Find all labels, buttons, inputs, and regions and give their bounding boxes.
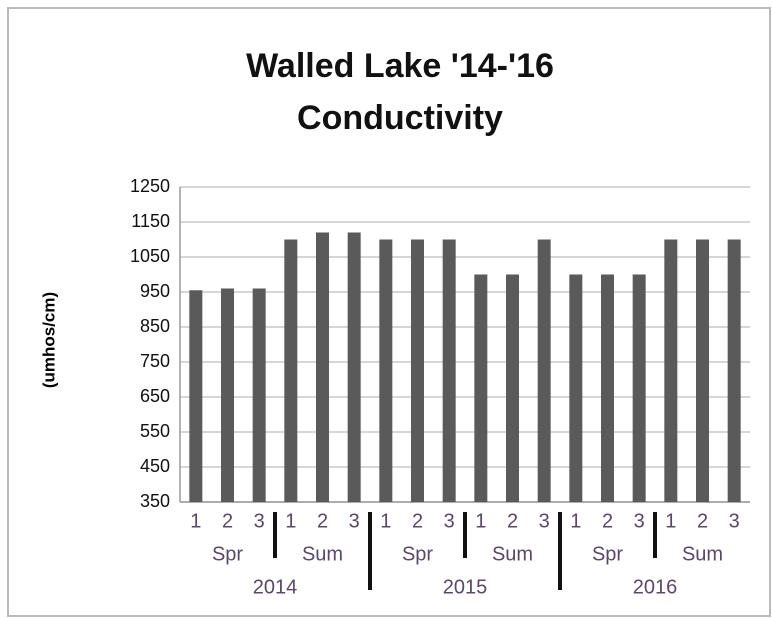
x-tick-label: 3 [349, 510, 360, 532]
x-tick-label: 1 [665, 510, 676, 532]
bar [347, 232, 361, 502]
bar [601, 274, 614, 502]
x-tick-label: 2 [412, 510, 423, 532]
bar [632, 274, 646, 502]
year-label: 2015 [443, 576, 488, 598]
x-tick-label: 3 [254, 510, 265, 532]
x-tick-label: 1 [190, 510, 201, 532]
y-tick-label: 650 [140, 386, 170, 406]
x-tick-label: 2 [697, 510, 708, 532]
x-tick-label: 3 [634, 510, 645, 532]
x-tick-label: 2 [507, 510, 518, 532]
x-tick-label: 1 [380, 510, 391, 532]
season-label: Spr [592, 543, 623, 565]
x-tick-label: 3 [539, 510, 550, 532]
bar [316, 232, 329, 502]
bar [664, 239, 678, 502]
x-tick-label: 2 [317, 510, 328, 532]
bar [284, 239, 298, 502]
y-tick-label: 750 [140, 351, 170, 371]
season-label: Sum [492, 543, 533, 565]
y-tick-label: 1150 [131, 211, 170, 231]
x-tick-label: 2 [222, 510, 233, 532]
y-tick-label: 950 [140, 281, 170, 301]
bar [474, 274, 488, 502]
bar [696, 239, 709, 502]
chart-frame [7, 7, 771, 617]
bar [506, 274, 519, 502]
bar [221, 288, 234, 502]
season-label: Spr [212, 543, 243, 565]
bar [411, 239, 424, 502]
x-tick-label: 1 [475, 510, 486, 532]
y-axis-label: (umhos/cm) [39, 292, 58, 388]
season-label: Sum [302, 543, 343, 565]
bar [537, 239, 551, 502]
y-tick-label: 550 [140, 421, 170, 441]
x-tick-label: 3 [729, 510, 740, 532]
bar [569, 274, 583, 502]
y-tick-label: 850 [140, 316, 170, 336]
bar [727, 239, 741, 502]
x-tick-label: 1 [285, 510, 296, 532]
season-label: Spr [402, 543, 433, 565]
x-tick-label: 2 [602, 510, 613, 532]
y-tick-label: 350 [140, 491, 170, 511]
bar [442, 239, 456, 502]
bar [379, 239, 393, 502]
chart-title: Walled Lake '14-'16 [246, 47, 554, 85]
y-tick-label: 1050 [130, 246, 170, 266]
x-tick-label: 1 [570, 510, 581, 532]
year-label: 2014 [253, 576, 298, 598]
y-tick-label: 450 [140, 456, 170, 476]
bar [252, 288, 266, 502]
year-label: 2016 [633, 576, 678, 598]
chart-title: Conductivity [297, 99, 503, 137]
y-tick-label: 1250 [130, 176, 170, 196]
bar [189, 290, 203, 502]
season-label: Sum [682, 543, 723, 565]
x-tick-label: 3 [444, 510, 455, 532]
